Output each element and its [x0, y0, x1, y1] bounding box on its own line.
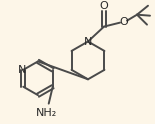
Text: N: N [18, 65, 27, 75]
Text: N: N [84, 36, 92, 46]
Text: O: O [100, 1, 108, 11]
Text: NH₂: NH₂ [36, 108, 57, 118]
Text: O: O [119, 17, 128, 27]
